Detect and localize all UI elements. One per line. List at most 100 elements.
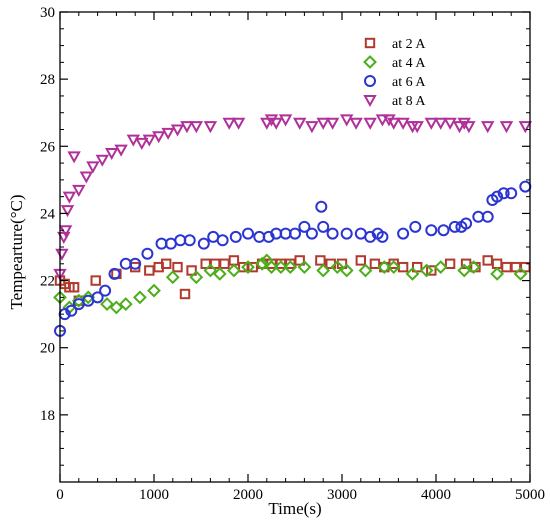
data-point [364, 230, 377, 243]
data-point [497, 187, 510, 200]
data-point [172, 261, 183, 273]
data-point [501, 261, 512, 273]
plot-frame [59, 11, 531, 483]
data-point [126, 134, 141, 147]
data-point [424, 117, 438, 130]
data-point [315, 200, 328, 213]
data-point [405, 266, 420, 281]
data-point [203, 263, 218, 278]
data-point [100, 297, 114, 311]
data-point [226, 263, 241, 278]
data-point [81, 290, 96, 305]
data-point [118, 297, 133, 311]
y-tick-label: 26 [40, 139, 56, 155]
y-tick-label: 20 [40, 341, 55, 357]
data-point [315, 255, 326, 266]
data-point [382, 114, 396, 127]
data-point [452, 121, 467, 134]
data-point [55, 248, 69, 261]
data-point [179, 288, 191, 300]
data-point [444, 258, 456, 269]
data-point [396, 117, 410, 130]
data-point [275, 258, 287, 269]
data-point [99, 284, 112, 297]
y-tick-label: 28 [40, 72, 55, 88]
data-point [129, 257, 142, 270]
series-1 [54, 255, 531, 306]
data-point [86, 161, 100, 174]
data-point [491, 258, 503, 269]
data-point [386, 260, 401, 275]
data-point [462, 121, 476, 134]
data-point [183, 234, 196, 247]
data-point [269, 117, 283, 130]
data-point [161, 127, 175, 140]
data-point [305, 227, 318, 240]
data-point [387, 117, 401, 130]
data-point [283, 260, 298, 275]
data-point [443, 117, 457, 130]
legend: at 2 A at 4 A at 6 A at 8 A [363, 37, 426, 109]
data-point [67, 151, 81, 164]
x-tick-label: 3000 [327, 487, 357, 503]
data-point [425, 224, 438, 237]
data-point [141, 247, 154, 260]
legend-marker [363, 95, 377, 108]
legend-label: at 2 A [392, 37, 426, 52]
x-tick-label: 4000 [421, 487, 451, 503]
data-point [189, 121, 203, 134]
data-point [518, 121, 532, 134]
data-point [170, 124, 185, 137]
data-point [499, 121, 514, 134]
data-point [247, 261, 258, 273]
y-tick-label: 18 [40, 408, 55, 424]
data-point [65, 304, 78, 317]
data-point [409, 220, 422, 233]
data-point [376, 230, 389, 243]
data-point [60, 205, 75, 218]
data-point [209, 258, 221, 269]
x-tick-label: 1000 [139, 487, 169, 503]
data-point [147, 283, 161, 298]
data-point [68, 282, 80, 293]
data-point [433, 260, 448, 275]
legend-entry: at 6 A [364, 75, 426, 90]
data-point [293, 117, 307, 130]
data-point [330, 260, 345, 275]
data-point [228, 255, 240, 266]
legend-entry: at 2 A [364, 37, 426, 52]
data-point [377, 260, 392, 275]
data-point [481, 121, 495, 134]
data-point [189, 270, 204, 285]
data-point [105, 148, 119, 161]
data-point [186, 265, 197, 276]
data-point [264, 114, 279, 127]
data-point [91, 291, 104, 304]
plot-marks [53, 114, 532, 337]
data-point [278, 114, 293, 127]
data-point [285, 258, 296, 269]
legend-label: at 6 A [392, 75, 426, 90]
data-point [410, 121, 424, 134]
data-point [71, 293, 86, 308]
data-point [262, 230, 275, 243]
data-point [505, 187, 518, 200]
data-point [457, 117, 471, 130]
data-point [397, 227, 410, 240]
data-point [255, 256, 270, 271]
data-point [197, 237, 210, 250]
data-point [298, 220, 311, 233]
data-point [412, 261, 423, 273]
data-point [132, 290, 147, 305]
data-point [114, 144, 128, 157]
data-point [437, 224, 450, 237]
data-point [222, 117, 236, 130]
data-point [260, 117, 274, 130]
data-point [316, 263, 331, 278]
data-point [231, 117, 246, 130]
data-point [388, 258, 399, 269]
legend-entry: at 8 A [363, 94, 426, 109]
data-point [490, 266, 505, 281]
y-tick-label: 22 [40, 274, 55, 290]
